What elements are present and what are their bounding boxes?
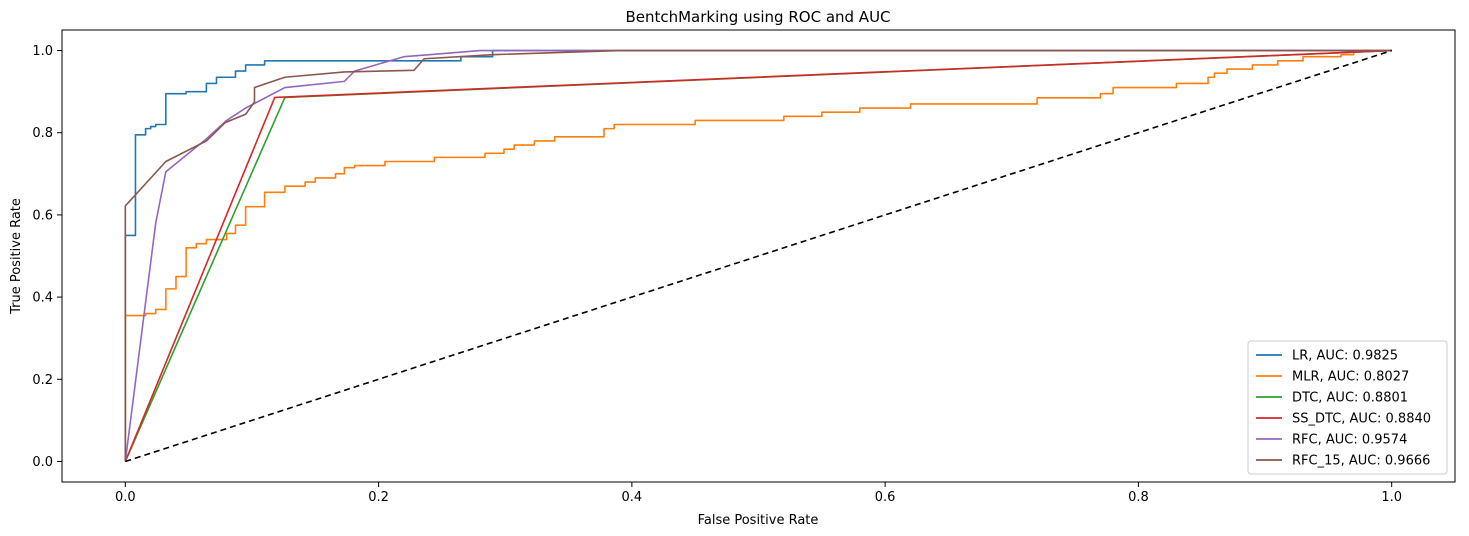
y-axis-ticks: 0.0 0.2 0.4 0.6 0.8 1.0 [32,44,62,470]
plot-frame [61,29,1456,483]
series-line-0 [124,49,1392,462]
y-tick-label: 0.2 [32,373,53,388]
series-line-5 [124,49,1392,462]
legend-label: RFC, AUC: 0.9574 [1292,433,1407,448]
x-tick-label: 0.8 [1128,490,1149,505]
legend-label: LR, AUC: 0.9825 [1292,349,1398,364]
x-axis-label: False Positive Rate [698,513,819,528]
x-tick-label: 0.2 [368,490,389,505]
y-axis-label: True Positive Rate [9,198,24,315]
y-tick-label: 0.8 [32,126,53,141]
legend-label: RFC_15, AUC: 0.9666 [1292,454,1430,469]
y-tick-label: 0.4 [32,291,53,306]
chart-title: BentchMarking using ROC and AUC [625,8,890,26]
series-line-3 [124,49,1392,462]
x-tick-label: 0.4 [622,490,643,505]
legend-label: MLR, AUC: 0.8027 [1292,370,1409,385]
legend-label: SS_DTC, AUC: 0.8840 [1292,412,1431,427]
reference-diagonal-line [125,49,1392,463]
x-tick-label: 0.0 [115,490,136,505]
legend-label: DTC, AUC: 0.8801 [1292,391,1408,406]
legend: LR, AUC: 0.9825 MLR, AUC: 0.8027 DTC, AUC:… [1247,340,1448,475]
series-line-1 [124,49,1392,462]
legend-box [1247,340,1448,475]
y-tick-label: 0.6 [32,208,53,223]
x-axis-ticks: 0.0 0.2 0.4 0.6 0.8 1.0 [115,482,1402,505]
x-tick-label: 1.0 [1381,490,1402,505]
y-tick-label: 1.0 [32,44,53,59]
series-lines [124,49,1392,463]
x-tick-label: 0.6 [875,490,896,505]
y-tick-label: 0.0 [32,455,53,470]
series-line-4 [124,49,1392,462]
